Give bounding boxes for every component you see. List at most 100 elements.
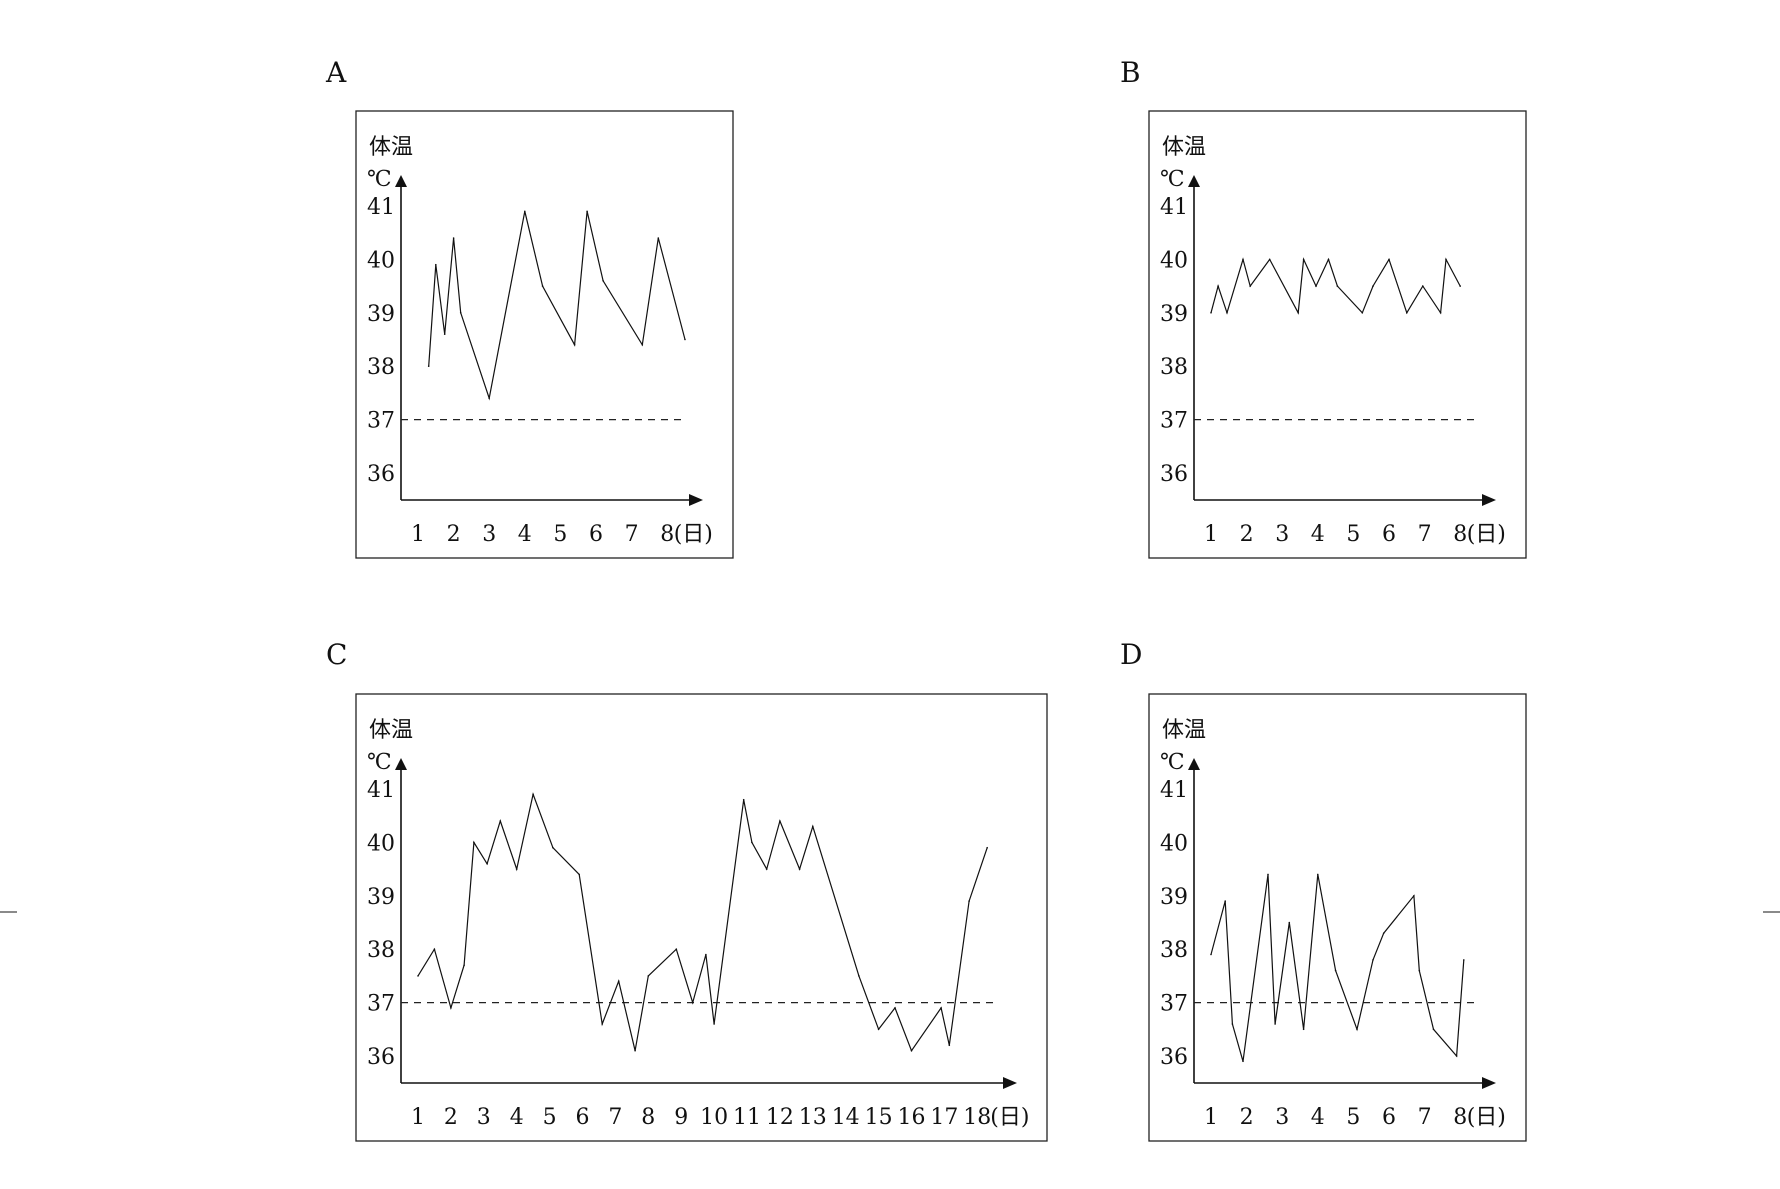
y-tick-label: 40 xyxy=(367,831,395,856)
data-point xyxy=(1372,959,1374,961)
panel-label: C xyxy=(326,638,347,671)
data-point xyxy=(1459,285,1461,287)
y-tick-label: 38 xyxy=(1160,355,1188,380)
y-tick-label: 39 xyxy=(367,302,395,327)
data-point xyxy=(1297,312,1299,314)
data-point xyxy=(657,237,660,239)
data-point xyxy=(798,868,801,870)
chart-frame xyxy=(1148,693,1527,1142)
data-point xyxy=(601,1023,603,1025)
y-tick-label: 41 xyxy=(1160,778,1188,803)
x-axis-arrow xyxy=(1482,494,1496,506)
y-tick-label: 38 xyxy=(367,355,395,380)
x-axis-unit: (日) xyxy=(1467,1105,1506,1130)
x-tick-label: 8 xyxy=(641,1105,655,1130)
x-tick-label: 1 xyxy=(1204,522,1218,547)
y-tick-label: 38 xyxy=(1160,938,1188,963)
x-tick-label: 2 xyxy=(1240,522,1254,547)
data-point xyxy=(1356,1028,1358,1031)
data-point xyxy=(488,397,491,400)
x-tick-label: 4 xyxy=(518,522,532,547)
data-point xyxy=(1418,969,1421,972)
data-point xyxy=(499,820,502,822)
x-tick-label: 13 xyxy=(799,1105,827,1130)
y-tick-label: 36 xyxy=(367,462,395,487)
y-axis-title: 体温 xyxy=(369,718,413,743)
y-tick-label: 37 xyxy=(367,992,395,1017)
data-point xyxy=(765,868,768,870)
temperature-series-line xyxy=(1210,874,1465,1062)
y-tick-label: 39 xyxy=(1160,885,1188,910)
data-point xyxy=(1288,921,1291,924)
x-tick-label: 11 xyxy=(733,1105,761,1130)
data-point xyxy=(1327,258,1330,261)
y-tick-label: 36 xyxy=(367,1045,395,1070)
x-tick-label: 17 xyxy=(930,1105,958,1130)
data-point xyxy=(1336,285,1339,287)
data-point xyxy=(751,841,753,844)
data-point xyxy=(552,846,554,849)
data-point xyxy=(1445,258,1447,261)
data-point xyxy=(948,1044,951,1047)
x-tick-label: 10 xyxy=(700,1105,728,1130)
data-point xyxy=(452,237,455,239)
y-axis-title: 体温 xyxy=(369,135,413,160)
data-point xyxy=(1224,900,1226,902)
x-axis-unit: (日) xyxy=(1467,522,1506,547)
data-point xyxy=(1274,1023,1276,1025)
x-tick-label: 8 xyxy=(660,522,674,547)
x-tick-label: 2 xyxy=(447,522,461,547)
data-point xyxy=(1422,285,1424,287)
data-point xyxy=(986,846,988,849)
data-point xyxy=(433,948,436,950)
x-tick-label: 5 xyxy=(1346,1105,1360,1130)
data-point xyxy=(586,210,588,213)
data-point xyxy=(858,975,860,977)
data-point xyxy=(1231,1023,1234,1025)
y-axis-unit: ℃ xyxy=(1160,167,1185,192)
data-point xyxy=(486,863,488,865)
temperature-series-line xyxy=(417,792,988,1052)
data-point xyxy=(578,873,580,876)
data-point xyxy=(524,210,526,213)
x-axis-arrow xyxy=(689,494,703,506)
data-point xyxy=(573,344,576,346)
data-point xyxy=(532,793,534,796)
y-axis-unit: ℃ xyxy=(367,167,392,192)
data-point xyxy=(617,980,620,982)
x-tick-label: 5 xyxy=(543,1105,557,1130)
data-point xyxy=(1406,312,1408,314)
y-tick-label: 37 xyxy=(1160,992,1188,1017)
data-point xyxy=(1361,312,1364,314)
chart-panel-a: A 体温 ℃ 41 40 39 38 37 36 1 2 3 4 5 6 7 8 (日) xyxy=(325,56,734,559)
chart-frame xyxy=(1148,110,1527,559)
y-axis-unit: ℃ xyxy=(1160,750,1185,775)
data-point xyxy=(779,820,781,822)
data-point xyxy=(1226,312,1228,314)
data-point xyxy=(634,1049,636,1052)
x-tick-label: 2 xyxy=(444,1105,458,1130)
x-tick-label: 5 xyxy=(1346,522,1360,547)
x-tick-label: 1 xyxy=(411,522,425,547)
y-tick-label: 40 xyxy=(1160,248,1188,273)
data-point xyxy=(450,1007,452,1009)
y-tick-label: 36 xyxy=(1160,1045,1188,1070)
y-axis-arrow xyxy=(395,175,407,187)
data-point xyxy=(1242,1060,1244,1063)
x-tick-label: 5 xyxy=(553,522,567,547)
x-tick-label: 7 xyxy=(1418,522,1432,547)
y-tick-label: 37 xyxy=(1160,409,1188,434)
x-tick-label: 18 xyxy=(963,1105,991,1130)
data-point xyxy=(940,1007,942,1009)
data-point xyxy=(1315,285,1317,287)
chart-panel-d: D 体温 ℃ 41 40 39 38 37 36 1 2 3 4 5 6 7 8 (日) xyxy=(1120,638,1527,1142)
data-point xyxy=(1267,873,1269,876)
temperature-series-line xyxy=(428,211,686,401)
data-point xyxy=(463,964,465,966)
y-tick-label: 41 xyxy=(367,195,395,220)
data-point xyxy=(877,1028,880,1031)
x-tick-label: 6 xyxy=(576,1105,590,1130)
data-point xyxy=(1439,312,1442,314)
data-point xyxy=(1210,953,1212,956)
